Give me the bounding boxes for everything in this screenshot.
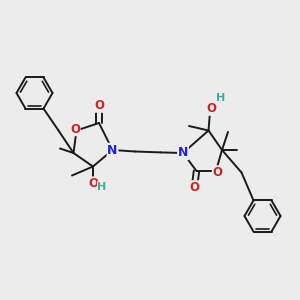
Text: O: O <box>212 166 223 179</box>
Text: O: O <box>189 181 200 194</box>
Text: O: O <box>206 102 217 115</box>
Text: O: O <box>88 177 98 190</box>
Text: H: H <box>98 182 106 192</box>
Text: H: H <box>216 93 225 103</box>
Text: N: N <box>107 143 118 157</box>
Text: O: O <box>70 122 80 136</box>
Text: O: O <box>94 99 104 112</box>
Text: N: N <box>178 146 188 160</box>
